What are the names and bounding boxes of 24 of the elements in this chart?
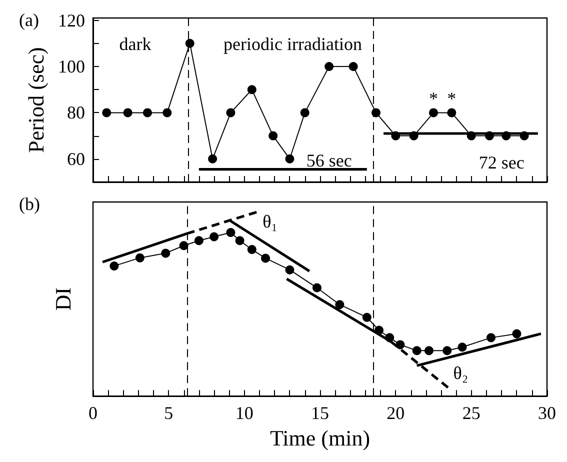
- x-tick-label: 20: [386, 403, 405, 424]
- chart-title: (a): [19, 10, 39, 30]
- y-axis-title: DI: [50, 287, 76, 311]
- annotation: *: [447, 88, 456, 109]
- x-tick-label: 15: [311, 403, 329, 424]
- annotation: θ₁: [262, 211, 278, 232]
- x-tick-label: 5: [164, 403, 174, 424]
- annotation: 56 sec: [306, 150, 352, 171]
- annotation: *: [429, 88, 438, 109]
- annotation: dark: [119, 34, 152, 54]
- x-axis-title: Time (min): [270, 426, 370, 450]
- annotation: θ₂: [453, 362, 468, 383]
- x-tick-label: 25: [462, 403, 480, 424]
- x-tick-label: 30: [538, 403, 556, 424]
- x-tick-label: 10: [235, 403, 254, 424]
- y-tick-label: 80: [67, 102, 85, 123]
- y-tick-label: 60: [67, 148, 85, 169]
- y-tick-label: 100: [58, 56, 85, 77]
- y-tick-label: 120: [58, 10, 85, 30]
- x-tick-label: 0: [88, 403, 98, 424]
- annotation: 72 sec: [478, 152, 524, 172]
- annotation: periodic irradiation: [224, 34, 362, 54]
- chart-title: (b): [19, 194, 40, 214]
- y-axis-title: Period (sec): [24, 47, 49, 153]
